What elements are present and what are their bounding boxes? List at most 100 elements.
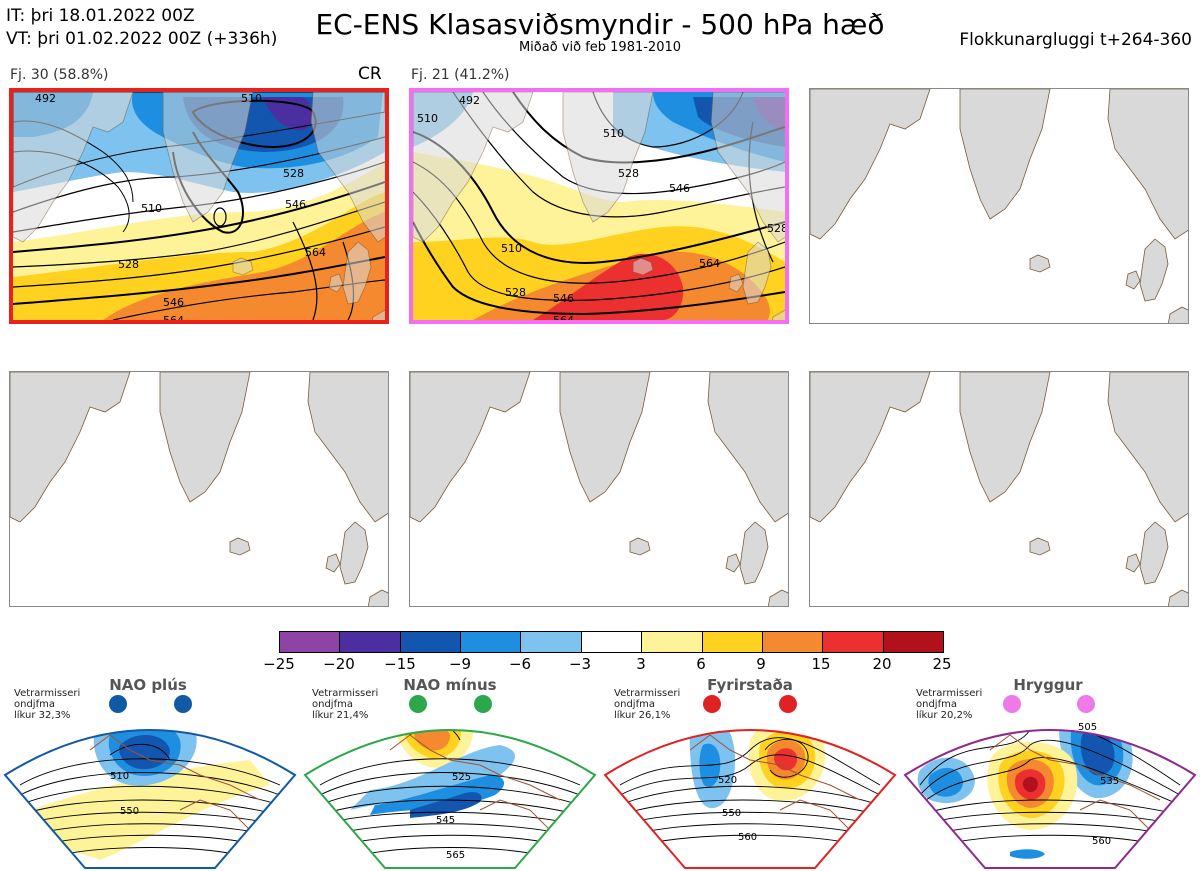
cluster-2-contour-label: 528	[767, 222, 785, 235]
colorbar-swatch	[340, 632, 401, 652]
regime-3-dot	[703, 695, 721, 713]
colorbar-swatch	[280, 632, 341, 652]
cluster-2-contour-label: 510	[603, 127, 624, 140]
page-subtitle: Miðað við feb 1981-2010	[518, 40, 682, 55]
regime-4-contour-label: 535	[1100, 776, 1119, 787]
cluster-2-contour-label: 528	[505, 286, 526, 299]
regime-4-contour-label: 560	[1092, 836, 1111, 847]
valid-time: VT: þri 01.02.2022 00Z (+336h)	[6, 29, 278, 49]
regime-4-dot	[1077, 695, 1095, 713]
cluster-2-contour-label: 546	[553, 292, 574, 305]
cluster-2-contour-label: 564	[553, 314, 574, 320]
empty-cluster-map	[809, 88, 1189, 324]
colorbar-swatch	[823, 632, 884, 652]
colorbar-tick: 20	[872, 655, 892, 673]
colorbar-tick: 6	[696, 655, 706, 673]
regime-4-prob: líkur 20,2%	[916, 710, 973, 721]
regime-4-type: ondjfma	[916, 699, 957, 710]
cluster-1-regime-tag: CR	[358, 64, 382, 84]
regime-4-info: Vetrarmisseri ondjfma líkur 20,2%	[916, 688, 982, 721]
cluster-2-contour-label: 492	[459, 94, 480, 107]
cluster-1-contour-label: 510	[141, 202, 162, 215]
regime-2-contour-label: 525	[452, 772, 471, 783]
colorbar-swatch	[762, 632, 824, 652]
cluster-1-contour-label: 492	[35, 92, 56, 105]
regime-3-contour-label: 560	[738, 832, 757, 843]
regime-3-type: ondjfma	[614, 699, 655, 710]
regime-2-season: Vetrarmisseri	[312, 688, 379, 699]
cluster-1-label: Fj. 30 (58.8%)	[10, 67, 109, 83]
colorbar-swatch	[521, 632, 582, 652]
regime-3-title: Fyrirstaða	[707, 676, 793, 694]
regime-3-dot	[779, 695, 797, 713]
regime-3-prob: líkur 26,1%	[614, 710, 671, 721]
colorbar-swatch	[642, 632, 703, 652]
page-title: EC-ENS Klasasviðsmyndir - 500 hPa hæð	[315, 8, 885, 41]
colorbar-tick: 9	[756, 655, 766, 673]
regime-2-dot	[409, 695, 427, 713]
empty-cluster-map	[409, 371, 789, 607]
regime-2-map: 525 545 565	[303, 695, 597, 869]
empty-cluster-map	[9, 371, 389, 607]
regime-2-prob: líkur 21,4%	[312, 710, 369, 721]
colorbar-swatch	[400, 632, 462, 652]
regime-1-prob: líkur 32,3%	[14, 710, 71, 721]
regime-1-title: NAO plús	[109, 676, 187, 694]
regime-4-season: Vetrarmisseri	[916, 688, 983, 699]
cluster-2-contour-label: 510	[501, 242, 522, 255]
cluster-1-map: 492 510 510 528 528 546 564 546 564	[9, 88, 389, 324]
colorbar-tick: 15	[811, 655, 831, 673]
colorbar-tick: −25	[263, 655, 295, 673]
regime-1-season: Vetrarmisseri	[14, 688, 81, 699]
regime-3-contour-label: 550	[722, 808, 741, 819]
colorbar-tick: −6	[508, 655, 532, 673]
regime-1-info: Vetrarmisseri ondjfma líkur 32,3%	[14, 688, 80, 721]
colorbar-tick: −9	[448, 655, 472, 673]
regime-4-title: Hryggur	[1013, 676, 1083, 694]
regime-4-map: 505 535 560	[903, 695, 1197, 869]
colorbar-tick: 3	[636, 655, 646, 673]
regime-3-contour-label: 520	[718, 775, 737, 786]
regime-2-contour-label: 545	[436, 815, 455, 826]
regime-2-title: NAO mínus	[403, 676, 497, 694]
regime-2-contour-label: 565	[446, 850, 465, 861]
regime-3-season: Vetrarmisseri	[614, 688, 681, 699]
cluster-1-contour-label: 528	[118, 258, 139, 271]
regime-2-dot	[474, 695, 492, 713]
empty-cluster-map	[809, 371, 1189, 607]
colorbar-tick: −15	[384, 655, 416, 673]
classification-window: Flokkunargluggi t+264-360	[959, 30, 1192, 50]
regime-2-info: Vetrarmisseri ondjfma líkur 21,4%	[312, 688, 378, 721]
colorbar-swatch	[581, 632, 643, 652]
colorbar-tick: −3	[568, 655, 592, 673]
colorbar-tick: −20	[323, 655, 355, 673]
cluster-2-contour-label: 564	[699, 257, 720, 270]
regime-1-type: ondjfma	[14, 699, 55, 710]
regime-3-map: 520 550 560	[603, 695, 897, 869]
cluster-1-contour-label: 510	[241, 92, 262, 105]
colorbar	[279, 631, 944, 653]
regime-1-dot	[109, 695, 127, 713]
cluster-2-label: Fj. 21 (41.2%)	[411, 67, 510, 83]
cluster-2-contour-label: 546	[669, 182, 690, 195]
cluster-2-contour-label: 510	[417, 112, 438, 125]
regime-1-contour-label: 550	[120, 806, 139, 817]
regime-1-contour-label: 510	[110, 771, 129, 782]
initial-time: IT: þri 18.01.2022 00Z	[6, 6, 195, 26]
cluster-1-contour-label: 564	[163, 314, 184, 320]
cluster-1-contour-label: 564	[305, 246, 326, 259]
colorbar-swatch	[461, 632, 522, 652]
cluster-1-contour-label: 546	[163, 296, 184, 309]
regime-3-info: Vetrarmisseri ondjfma líkur 26,1%	[614, 688, 680, 721]
colorbar-swatch	[883, 632, 943, 652]
colorbar-swatch	[702, 632, 763, 652]
colorbar-tick: 25	[932, 655, 952, 673]
cluster-2-map: 510 492 510 528 546 528 510 564 528 546 …	[409, 88, 789, 324]
cluster-2-contour-label: 528	[618, 167, 639, 180]
regime-2-type: ondjfma	[312, 699, 353, 710]
regime-1-map: 510 550	[3, 695, 297, 869]
regime-4-contour-label: 505	[1078, 722, 1097, 733]
cluster-1-contour-label: 546	[285, 198, 306, 211]
regime-4-dot	[1003, 695, 1021, 713]
regime-1-dot	[174, 695, 192, 713]
